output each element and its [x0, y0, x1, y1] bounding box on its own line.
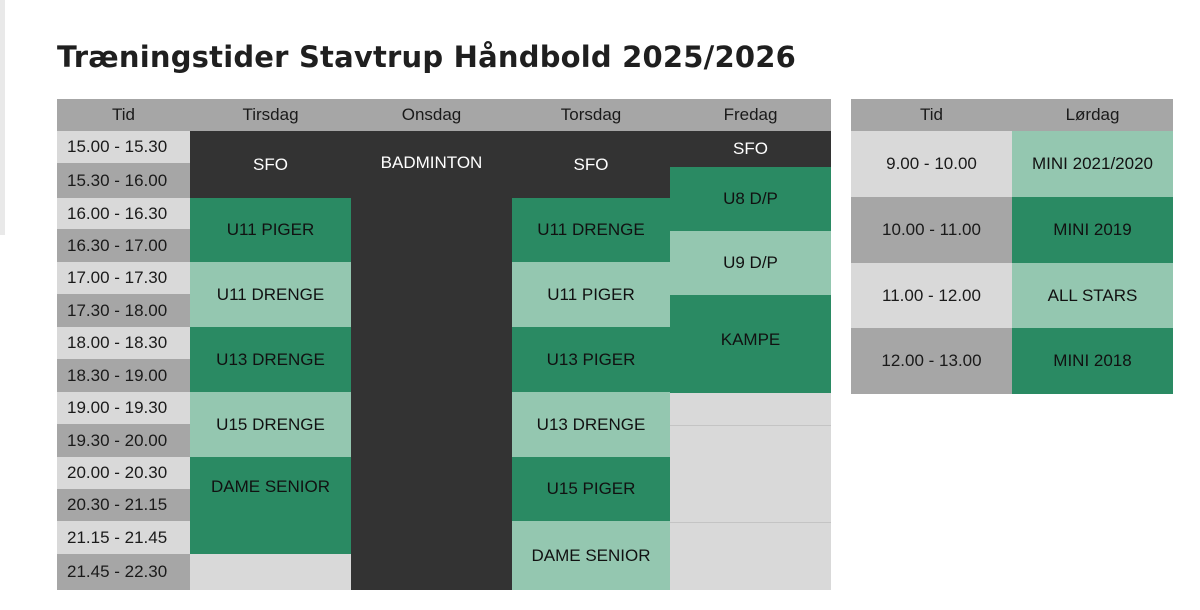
- time-slot: 19.00 - 19.30: [57, 392, 190, 424]
- torsdag-sfo-block: SFO: [512, 131, 670, 198]
- tirsdag-u15-drenge-block: U15 DRENGE: [190, 392, 351, 457]
- fredag-kampe-block: KAMPE: [670, 295, 831, 393]
- time-slot: 19.30 - 20.00: [57, 424, 190, 457]
- saturday-time-slot: 11.00 - 12.00: [851, 263, 1012, 328]
- torsdag-u13-piger-block: U13 PIGER: [512, 327, 670, 392]
- time-slot: 21.45 - 22.30: [57, 554, 190, 590]
- torsdag-dame-senior-block: DAME SENIOR: [512, 521, 670, 590]
- onsdag-badminton-block: BADMINTON: [351, 131, 512, 590]
- time-slot: 21.15 - 21.45: [57, 521, 190, 554]
- tirsdag-sfo-block: SFO: [190, 131, 351, 198]
- time-slot: 15.00 - 15.30: [57, 131, 190, 163]
- header-fredag: Fredag: [670, 99, 831, 131]
- time-slot: 16.00 - 16.30: [57, 198, 190, 229]
- fredag-empty-slot: [670, 393, 831, 426]
- tirsdag-u13-drenge-block: U13 DRENGE: [190, 327, 351, 392]
- time-slot: 20.30 - 21.15: [57, 489, 190, 521]
- tirsdag-u11-drenge-block: U11 DRENGE: [190, 262, 351, 327]
- torsdag-u11-piger-block: U11 PIGER: [512, 262, 670, 327]
- saturday-team-block: MINI 2019: [1012, 197, 1173, 263]
- time-slot: 18.30 - 19.00: [57, 359, 190, 392]
- time-slot: 15.30 - 16.00: [57, 163, 190, 198]
- torsdag-u11-drenge-block: U11 DRENGE: [512, 198, 670, 262]
- fredag-u9-block: U9 D/P: [670, 231, 831, 295]
- fredag-empty-slot: [670, 426, 831, 523]
- saturday-time-slot: 12.00 - 13.00: [851, 328, 1012, 394]
- tirsdag-u11-piger-block: U11 PIGER: [190, 198, 351, 262]
- saturday-team-block: MINI 2018: [1012, 328, 1173, 394]
- time-slot: 20.00 - 20.30: [57, 457, 190, 489]
- saturday-team-block: MINI 2021/2020: [1012, 131, 1173, 197]
- torsdag-u15-piger-block: U15 PIGER: [512, 457, 670, 521]
- header-tirsdag: Tirsdag: [190, 99, 351, 131]
- time-slot: 18.00 - 18.30: [57, 327, 190, 359]
- header-torsdag: Torsdag: [512, 99, 670, 131]
- header-onsdag: Onsdag: [351, 99, 512, 131]
- saturday-time-slot: 9.00 - 10.00: [851, 131, 1012, 197]
- time-slot: 17.30 - 18.00: [57, 294, 190, 327]
- header-lordag: Lørdag: [1012, 99, 1173, 131]
- saturday-team-block: ALL STARS: [1012, 263, 1173, 328]
- fredag-sfo-block: SFO: [670, 131, 831, 167]
- header-tid: Tid: [851, 99, 1012, 131]
- time-slot: 16.30 - 17.00: [57, 229, 190, 262]
- header-tid: Tid: [57, 99, 190, 131]
- torsdag-u13-drenge-block: U13 DRENGE: [512, 392, 670, 457]
- page-title: Træningstider Stavtrup Håndbold 2025/202…: [57, 40, 796, 74]
- tirsdag-empty-slot: [190, 554, 351, 590]
- saturday-time-slot: 10.00 - 11.00: [851, 197, 1012, 263]
- fredag-u8-block: U8 D/P: [670, 167, 831, 231]
- time-slot: 17.00 - 17.30: [57, 262, 190, 294]
- left-edge-shade: [0, 0, 5, 235]
- fredag-empty-slot: [670, 523, 831, 590]
- tirsdag-dame-senior-block: DAME SENIOR: [190, 457, 351, 554]
